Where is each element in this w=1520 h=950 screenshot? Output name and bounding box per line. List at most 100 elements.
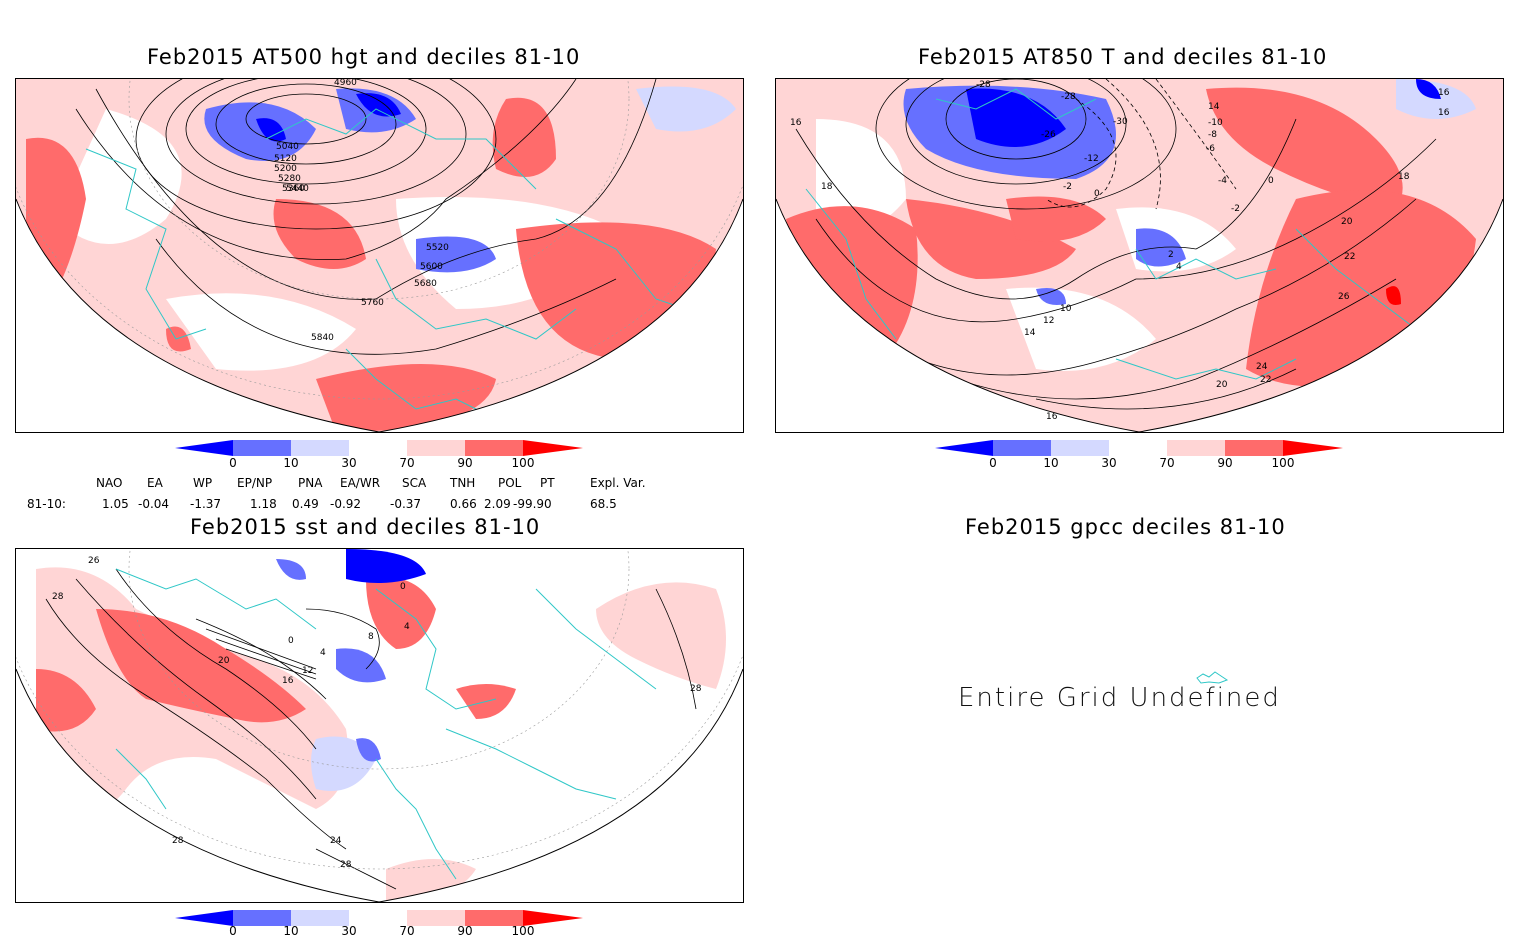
contour-label: 28 [52, 592, 64, 602]
contour-label: 5440 [286, 184, 309, 194]
colorbar-segment [523, 910, 583, 926]
contour-label: 5120 [274, 154, 297, 164]
index-header: Expl. Var. [590, 476, 646, 490]
contour-label: 20 [1216, 380, 1228, 390]
index-value: 68.5 [590, 497, 617, 511]
index-header: NAO [96, 476, 123, 490]
contour-label: 22 [1260, 375, 1271, 385]
colorbar-segment [1225, 440, 1283, 456]
contour-label: 28 [172, 836, 184, 846]
index-value: 2.09 [484, 497, 511, 511]
contour-label: 16 [282, 676, 294, 686]
colorbar-tick: 0 [989, 456, 997, 470]
colorbar-segment [291, 440, 349, 456]
contour-label: -28 [976, 80, 991, 90]
panel-title-hgt500: Feb2015 AT500 hgt and deciles 81-10 [147, 45, 581, 69]
index-value: 0.66 [450, 497, 477, 511]
contour-label: 4960 [334, 79, 357, 88]
colorbar-segment [1051, 440, 1109, 456]
contour-label: 0 [400, 582, 406, 592]
colorbar-tick: 100 [1271, 456, 1295, 470]
colorbar-segment [349, 440, 407, 456]
panel-title-gpcc: Feb2015 gpcc deciles 81-10 [965, 515, 1286, 539]
contour-label: 16 [1438, 88, 1450, 98]
index-value: -0.92 [330, 497, 362, 511]
contour-label: 14 [1208, 102, 1220, 112]
colorbar-segment [465, 440, 523, 456]
contour-label: -12 [1084, 154, 1099, 164]
index-header: EP/NP [237, 476, 273, 490]
contour-label: 26 [88, 556, 100, 566]
colorbar-segment [935, 440, 993, 456]
map-sst: 28 28 28 26 20 16 12 4 8 0 0 4 24 28 [15, 548, 744, 903]
index-header: SCA [402, 476, 427, 490]
colorbar-t850: 0 10 30 70 90 100 [935, 440, 1355, 480]
panel-title-sst: Feb2015 sst and deciles 81-10 [190, 515, 541, 539]
contour-label: -30 [1113, 117, 1128, 127]
colorbar-tick: 100 [511, 924, 535, 938]
colorbar-segment [349, 910, 407, 926]
contour-label: 14 [1024, 328, 1036, 338]
contour-label: 4 [404, 622, 410, 632]
colorbar-tick: 100 [511, 456, 535, 470]
index-value: -99.90 [513, 497, 552, 511]
contour-label: 16 [1438, 108, 1450, 118]
colorbar-segment [1109, 440, 1167, 456]
contour-label: -2 [1063, 182, 1072, 192]
contour-label: 10 [1060, 304, 1072, 314]
index-value: -0.37 [390, 497, 422, 511]
contour-label: 5680 [414, 279, 437, 289]
contour-label: 5600 [420, 262, 443, 272]
colorbar-segment [233, 910, 291, 926]
contour-label: 12 [302, 666, 313, 676]
colorbar-hgt500: 0 10 30 70 90 100 [175, 440, 595, 480]
contour-label: 28 [340, 860, 352, 870]
colorbar-segment [175, 910, 233, 926]
colorbar-tick: 30 [1101, 456, 1117, 470]
colorbar-tick: 90 [457, 924, 473, 938]
contour-label: 2 [1168, 250, 1174, 260]
index-value: 0.49 [292, 497, 319, 511]
colorbar-tick: 10 [1043, 456, 1059, 470]
contour-label: 24 [330, 836, 342, 846]
index-header: PT [540, 476, 555, 490]
colorbar-segment [175, 440, 233, 456]
contour-label: 0 [1268, 176, 1274, 186]
contour-label: -28 [1061, 92, 1076, 102]
colorbar-tick: 0 [229, 456, 237, 470]
index-header: TNH [450, 476, 476, 490]
contour-label: 5760 [361, 298, 384, 308]
colorbar-tick: 0 [229, 924, 237, 938]
index-header: EA [147, 476, 163, 490]
contour-label: 24 [1256, 362, 1268, 372]
colorbar-segment [1283, 440, 1343, 456]
contour-label: -4 [1218, 176, 1227, 186]
panel-title-t850: Feb2015 AT850 T and deciles 81-10 [918, 45, 1328, 69]
colorbar-tick: 30 [341, 924, 357, 938]
index-header: PNA [298, 476, 323, 490]
index-row-label: 81-10: [27, 497, 66, 511]
colorbar-tick: 70 [399, 456, 415, 470]
colorbar-segment [465, 910, 523, 926]
contour-label: 5200 [274, 164, 297, 174]
colorbar-tick: 10 [283, 456, 299, 470]
contour-label: 26 [1338, 292, 1350, 302]
contour-label: 5840 [311, 333, 334, 343]
contour-label: 4 [320, 648, 326, 658]
contour-label: 20 [1341, 217, 1353, 227]
colorbar-tick: 70 [1159, 456, 1175, 470]
contour-label: 16 [1046, 412, 1058, 422]
colorbar-tick: 30 [341, 456, 357, 470]
colorbar-sst: 0 10 30 70 90 100 [175, 910, 595, 950]
land-fragment-icon [1196, 671, 1229, 684]
contour-label: 28 [690, 684, 702, 694]
contour-label: 8 [368, 632, 374, 642]
colorbar-tick: 70 [399, 924, 415, 938]
contour-label: -10 [1208, 118, 1223, 128]
contour-label: -8 [1208, 130, 1217, 140]
contour-label: -6 [1206, 144, 1215, 154]
contour-label: 18 [821, 182, 833, 192]
contour-label: 12 [1043, 316, 1054, 326]
contour-label: 22 [1344, 252, 1355, 262]
colorbar-segment [233, 440, 291, 456]
